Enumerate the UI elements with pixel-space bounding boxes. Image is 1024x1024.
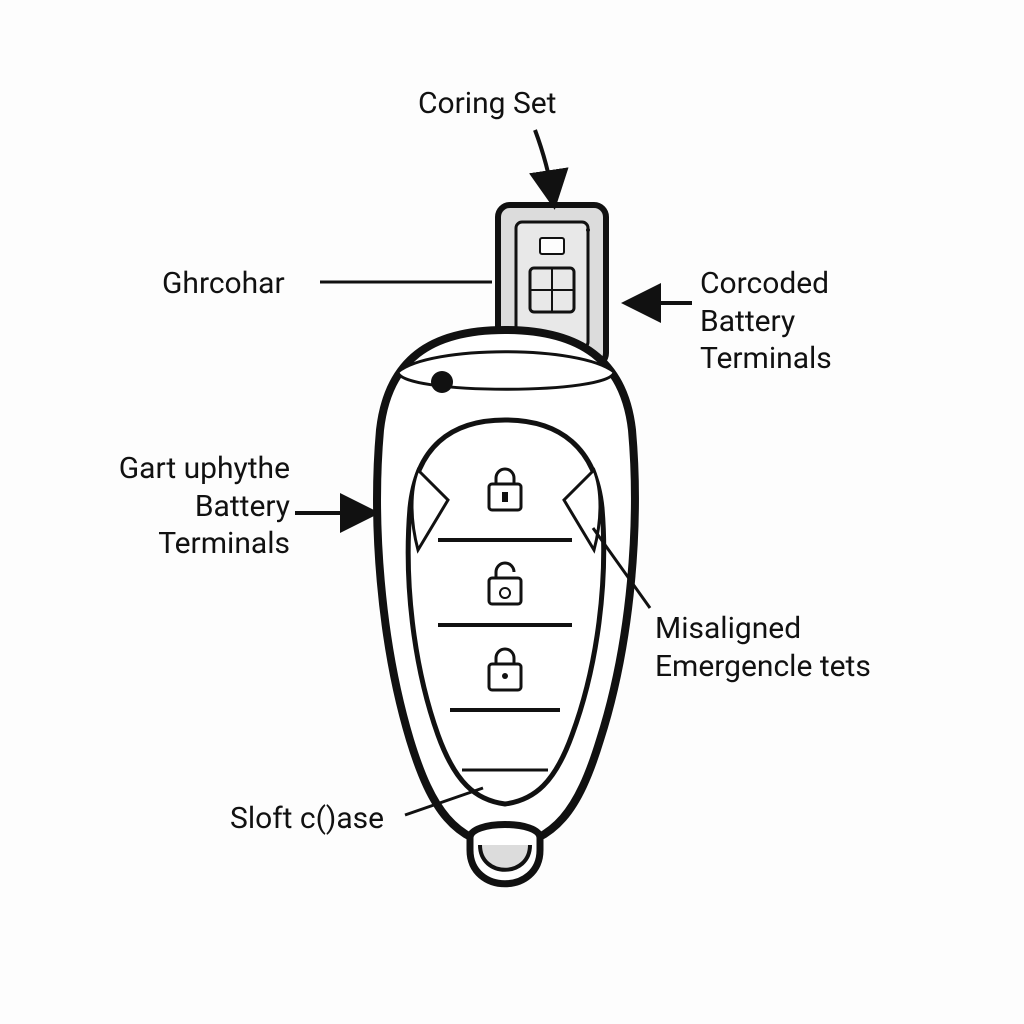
lock-icon xyxy=(489,469,521,510)
lock2-icon xyxy=(489,649,521,690)
indicator-dot xyxy=(431,371,453,393)
leader-misaligned xyxy=(593,528,650,608)
unlock-icon xyxy=(489,563,521,604)
label-misaligned: Misaligned Emergencle tets xyxy=(655,610,871,685)
label-gart: Gart uphythe Battery Terminals xyxy=(100,450,290,563)
label-coring-set: Coring Set xyxy=(418,85,557,123)
label-sloft: Sloft c()ase xyxy=(230,800,384,838)
fob-body xyxy=(377,330,635,884)
key-insert xyxy=(498,205,606,365)
leader-sloft xyxy=(405,788,483,815)
label-ghrcohar: Ghrcohar xyxy=(162,265,285,303)
diagram-canvas: Coring Set Ghrcohar Corcoded Battery Ter… xyxy=(0,0,1024,1024)
arrow-coring-set xyxy=(535,130,553,198)
keyring-loop xyxy=(470,825,540,884)
label-corcoded: Corcoded Battery Terminals xyxy=(700,265,832,378)
